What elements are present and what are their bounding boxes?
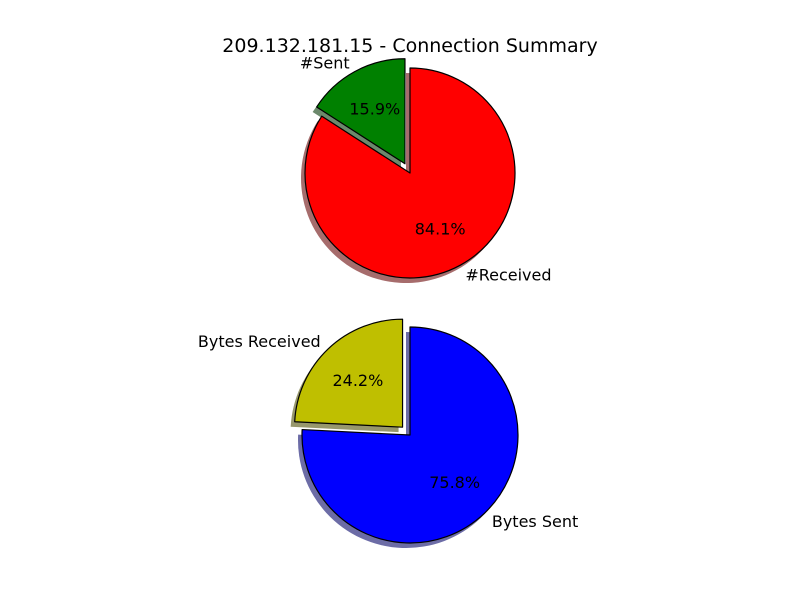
slice-label-sent: #Sent	[300, 53, 350, 72]
pie-chart-bytes: 24.2% Bytes Received 75.8% Bytes Sent	[198, 318, 578, 549]
pie-wedges	[304, 58, 516, 279]
pie-labels: 24.2% Bytes Received 75.8% Bytes Sent	[198, 332, 578, 531]
slice-received	[304, 67, 516, 279]
slice-label-bytes-received: Bytes Received	[198, 332, 321, 351]
pct-label-bytes-received: 24.2%	[332, 371, 383, 390]
slice-sent	[316, 58, 406, 165]
pie-chart-packets: 15.9% #Sent 84.1% #Received	[300, 53, 552, 284]
pie-labels: 15.9% #Sent 84.1% #Received	[300, 53, 552, 284]
chart-title: 209.132.181.15 - Connection Summary	[222, 35, 597, 57]
slice-bytes-received	[294, 318, 404, 428]
pct-label-sent: 15.9%	[349, 99, 400, 118]
pct-label-bytes-sent: 75.8%	[429, 473, 480, 492]
slice-label-bytes-sent: Bytes Sent	[492, 512, 578, 531]
pct-label-received: 84.1%	[415, 219, 466, 238]
pie-wedges	[294, 318, 519, 544]
slice-bytes-sent	[301, 326, 519, 544]
slice-label-received: #Received	[465, 265, 551, 284]
